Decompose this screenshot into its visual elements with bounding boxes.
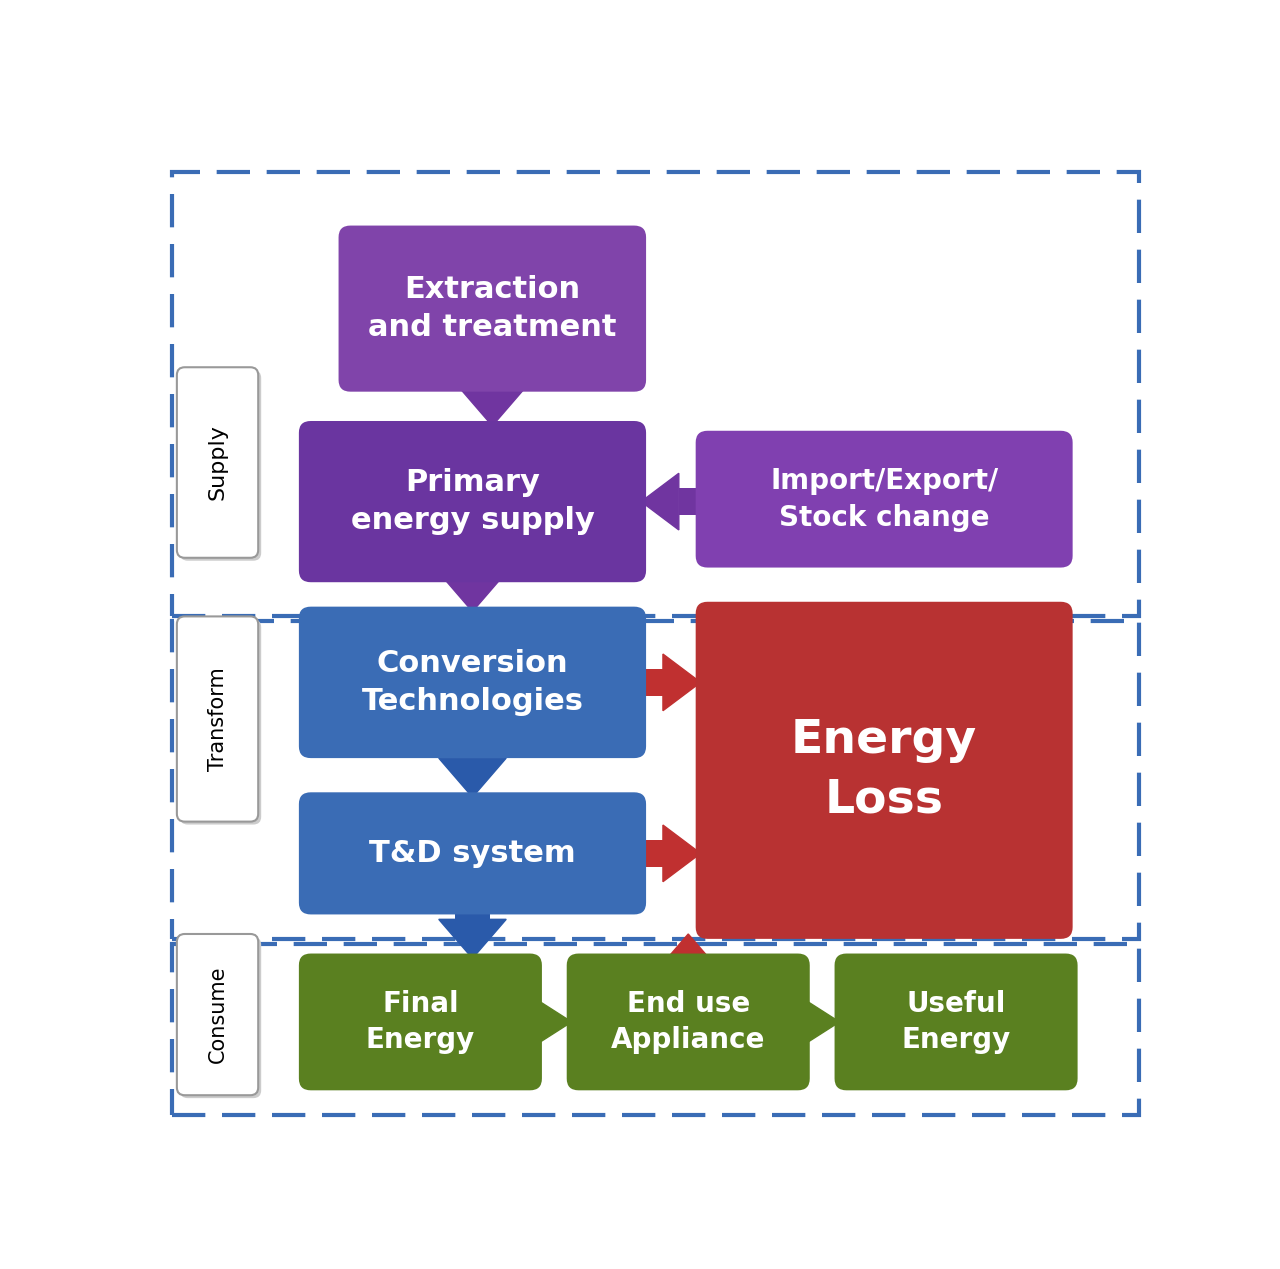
Text: Supply: Supply <box>207 425 228 500</box>
Bar <box>671 958 707 973</box>
Polygon shape <box>439 919 506 958</box>
FancyBboxPatch shape <box>177 367 259 558</box>
Text: Transform: Transform <box>207 667 228 770</box>
Bar <box>454 910 490 919</box>
FancyBboxPatch shape <box>696 602 1073 939</box>
Bar <box>641 669 663 697</box>
FancyBboxPatch shape <box>338 226 646 392</box>
Text: T&D system: T&D system <box>369 839 576 868</box>
Bar <box>454 754 490 758</box>
Bar <box>801 1010 805 1033</box>
FancyBboxPatch shape <box>300 792 646 915</box>
FancyBboxPatch shape <box>177 934 259 1095</box>
FancyBboxPatch shape <box>179 371 261 561</box>
Text: Energy
Loss: Energy Loss <box>791 718 977 822</box>
FancyBboxPatch shape <box>300 607 646 758</box>
Bar <box>172 944 1139 1114</box>
Text: Useful
Energy: Useful Energy <box>901 990 1011 1055</box>
Text: Import/Export/
Stock change: Import/Export/ Stock change <box>771 467 998 532</box>
Text: Conversion
Technologies: Conversion Technologies <box>361 648 584 716</box>
FancyBboxPatch shape <box>300 953 541 1090</box>
Polygon shape <box>458 387 526 426</box>
FancyBboxPatch shape <box>177 617 259 821</box>
Bar <box>172 171 1139 617</box>
FancyBboxPatch shape <box>179 619 261 825</box>
Text: End use
Appliance: End use Appliance <box>611 990 765 1055</box>
Polygon shape <box>654 934 722 973</box>
Polygon shape <box>534 997 572 1046</box>
Polygon shape <box>641 473 678 530</box>
Polygon shape <box>439 572 506 612</box>
FancyBboxPatch shape <box>179 937 261 1098</box>
Polygon shape <box>663 654 700 711</box>
Polygon shape <box>801 997 840 1046</box>
Bar <box>454 572 490 577</box>
Text: Primary
energy supply: Primary energy supply <box>351 468 594 536</box>
FancyBboxPatch shape <box>567 953 810 1090</box>
Bar <box>641 840 663 867</box>
Bar <box>678 487 700 515</box>
Text: Consume: Consume <box>207 966 228 1063</box>
FancyBboxPatch shape <box>300 421 646 582</box>
FancyBboxPatch shape <box>696 430 1073 567</box>
Bar <box>534 1010 538 1033</box>
Polygon shape <box>663 825 700 882</box>
Bar <box>172 622 1139 939</box>
Text: Final
Energy: Final Energy <box>366 990 475 1055</box>
Polygon shape <box>439 758 506 797</box>
Text: Extraction
and treatment: Extraction and treatment <box>369 275 617 343</box>
FancyBboxPatch shape <box>835 953 1078 1090</box>
